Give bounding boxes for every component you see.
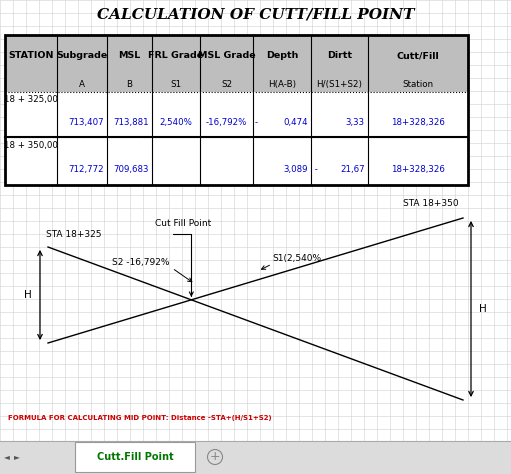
Bar [0,441,511,474]
Text: 713,407: 713,407 [68,118,104,127]
Text: MSL Grade: MSL Grade [198,51,256,60]
Text: S1: S1 [171,80,181,89]
Bar [5,92,468,185]
Text: 18 + 325,00: 18 + 325,00 [4,95,58,104]
Text: S1(2,540%: S1(2,540% [272,254,321,263]
Text: 0,474: 0,474 [284,118,308,127]
Text: 709,683: 709,683 [113,164,149,173]
Text: 18+328,326: 18+328,326 [391,118,445,127]
Text: 3,33: 3,33 [346,118,365,127]
Text: CALCULATION OF CUTT/FILL POINT: CALCULATION OF CUTT/FILL POINT [97,7,415,21]
Text: FORMULA FOR CALCULATING MID POINT: Distance -STA+(H/S1+S2): FORMULA FOR CALCULATING MID POINT: Dista… [8,415,272,421]
Text: H: H [24,290,32,300]
Text: Subgrade: Subgrade [56,51,108,60]
Text: 2,540%: 2,540% [159,118,193,127]
Text: Cut Fill Point: Cut Fill Point [155,219,211,228]
Bar [5,35,468,185]
Text: -16,792%: -16,792% [206,118,247,127]
Text: STATION: STATION [8,51,54,60]
Text: ◄: ◄ [4,453,10,462]
Text: Cutt/Fill: Cutt/Fill [397,51,439,60]
Text: +: + [210,450,220,464]
Text: FRL Grade: FRL Grade [148,51,203,60]
Text: H(A-B): H(A-B) [268,80,296,89]
Text: 3,089: 3,089 [284,164,308,173]
Text: 18 + 350,00: 18 + 350,00 [4,140,58,149]
Text: 712,772: 712,772 [68,164,104,173]
Text: -: - [312,164,318,173]
Text: STA 18+325: STA 18+325 [46,230,102,239]
Text: 18+328,326: 18+328,326 [391,164,445,173]
Text: B: B [127,80,132,89]
Text: 713,881: 713,881 [113,118,149,127]
Text: Station: Station [403,80,433,89]
Text: Dirtt: Dirtt [327,51,352,60]
Text: Cutt.Fill Point: Cutt.Fill Point [97,452,173,462]
Text: H: H [479,304,487,314]
Bar [75,442,195,472]
Text: 21,67: 21,67 [340,164,365,173]
Text: ►: ► [14,453,20,462]
Text: H/(S1+S2): H/(S1+S2) [316,80,362,89]
Bar [5,35,468,92]
Text: A: A [79,80,85,89]
Text: S2 -16,792%: S2 -16,792% [112,257,170,266]
Text: -: - [255,118,261,127]
Text: Depth: Depth [266,51,298,60]
Text: STA 18+350: STA 18+350 [403,199,459,208]
Text: S2: S2 [221,80,232,89]
Text: MSL: MSL [119,51,141,60]
